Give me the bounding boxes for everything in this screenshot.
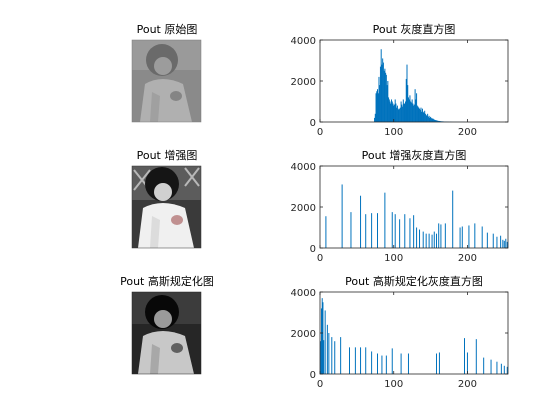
x-tick-label: 100 — [384, 127, 403, 138]
x-tick-label: 100 — [384, 379, 403, 390]
x-tick-label: 0 — [317, 127, 323, 138]
x-tick-label: 200 — [458, 127, 477, 138]
y-tick-label: 4000 — [291, 162, 316, 173]
x-tick-label: 0 — [317, 253, 323, 264]
pout-gaussian-image — [131, 291, 202, 375]
axes-box — [319, 291, 509, 375]
image-panel-original: Pout 原始图 — [131, 22, 202, 123]
y-tick-label: 0 — [310, 244, 316, 255]
image-title-enhanced: Pout 增强图 — [137, 148, 198, 162]
x-tick-label: 0 — [317, 379, 323, 390]
y-tick-label: 0 — [310, 370, 316, 381]
x-tick-label: 200 — [458, 253, 477, 264]
y-tick-label: 4000 — [291, 288, 316, 299]
histogram-title: Pout 灰度直方图 — [373, 22, 456, 36]
y-tick-label: 2000 — [291, 203, 316, 214]
y-tick-label: 2000 — [291, 329, 316, 340]
y-tick-label: 0 — [310, 118, 316, 129]
image-title-original: Pout 原始图 — [137, 22, 198, 36]
image-panel-enhanced: Pout 增强图 — [131, 148, 202, 249]
pout-enhanced-image — [131, 165, 202, 249]
pout-original-image — [131, 39, 202, 123]
x-tick-label: 100 — [384, 253, 403, 264]
y-tick-label: 2000 — [291, 77, 316, 88]
y-tick-label: 4000 — [291, 36, 316, 47]
image-title-gaussian: Pout 高斯规定化图 — [120, 274, 214, 288]
x-tick-label: 200 — [458, 379, 477, 390]
histogram-title: Pout 高斯规定化灰度直方图 — [345, 274, 483, 288]
histogram-title: Pout 增强灰度直方图 — [362, 148, 467, 162]
image-panel-gaussian: Pout 高斯规定化图 — [120, 274, 214, 375]
